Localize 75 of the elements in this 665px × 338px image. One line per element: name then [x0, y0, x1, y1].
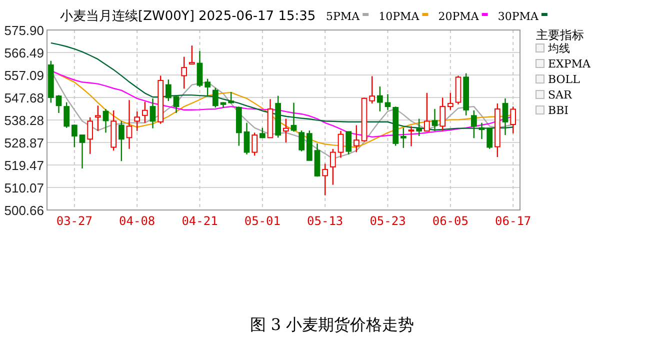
- x-tick-label: 06-05: [432, 214, 468, 228]
- text: SAR: [548, 88, 572, 102]
- candlestick: [470, 110, 477, 139]
- candlestick: [94, 105, 101, 132]
- candlestick: [346, 131, 352, 155]
- text: 均线: [547, 42, 570, 55]
- x-tick-label: 04-21: [182, 214, 218, 228]
- candlestick: [244, 122, 250, 155]
- candlestick: [228, 91, 234, 104]
- y-tick-label: 547.68: [4, 90, 44, 106]
- candlestick: [298, 130, 305, 152]
- y-tick-label: 519.47: [4, 158, 44, 173]
- candlestick: [330, 148, 336, 186]
- y-tick-label: 510.07: [4, 180, 44, 196]
- candlestick: [400, 127, 406, 149]
- y-tick-label: 500.66: [4, 203, 44, 218]
- candlestick: [56, 94, 62, 114]
- candlestick: [353, 124, 360, 153]
- legend-label: 5PMA: [326, 10, 361, 23]
- candlestick: [478, 122, 485, 140]
- candlestick: [502, 98, 508, 136]
- candlestick: [424, 92, 430, 132]
- candlestick: [322, 163, 328, 196]
- candlestick: [150, 98, 156, 129]
- candlestick: [126, 99, 132, 150]
- candlestick: [376, 86, 383, 112]
- candlestick: [252, 132, 258, 156]
- text: BBI: [548, 104, 569, 117]
- candlestick: [118, 120, 124, 162]
- candlestick: [440, 97, 446, 132]
- candlestick: [71, 124, 78, 148]
- candlestick: [338, 130, 344, 158]
- legend-label: 30PMA: [498, 10, 540, 23]
- candlestick: [369, 76, 376, 104]
- x-tick-label: 05-23: [370, 214, 406, 228]
- candlestick: [447, 92, 454, 111]
- y-tick-label: 557.09: [4, 68, 44, 83]
- candlestick: [432, 108, 438, 132]
- candlestick: [290, 102, 297, 132]
- candlestick: [173, 94, 180, 114]
- text: 主要指标: [536, 28, 584, 42]
- candlestick: [188, 44, 195, 65]
- candlestick: [165, 78, 172, 102]
- candlestick: [204, 78, 211, 98]
- candlestick: [282, 118, 289, 144]
- x-tick-label: 04-08: [119, 214, 156, 228]
- candlestick: [79, 134, 86, 170]
- y-tick-label: 566.49: [4, 46, 44, 61]
- candlestick: [384, 94, 391, 111]
- candlestick: [102, 108, 109, 134]
- y-tick-label: 538.28: [4, 113, 44, 128]
- candlestick: [486, 127, 493, 150]
- candlestick: [134, 110, 140, 132]
- candlestick: [64, 102, 70, 128]
- chart-title: 小麦当月连续[ZW00Y] 2025-06-17 15:35: [60, 9, 316, 24]
- candlestick: [259, 127, 266, 138]
- candlestick: [181, 56, 188, 90]
- caption: 图 3 小麦期货价格走势: [250, 315, 414, 334]
- candlestick: [416, 118, 422, 137]
- y-tick-label: 575.90: [4, 23, 44, 38]
- candlestick: [408, 126, 414, 147]
- x-tick-label: 03-27: [56, 214, 92, 228]
- legend-label: 10PMA: [378, 10, 420, 23]
- x-tick-label: 05-01: [244, 214, 280, 228]
- candlestick: [87, 116, 94, 155]
- y-tick-label: 528.87: [4, 136, 44, 151]
- candlestick: [196, 50, 203, 88]
- x-tick-label: 05-13: [307, 214, 344, 228]
- candlestick: [142, 101, 148, 124]
- text: EXPMA: [548, 58, 592, 70]
- legend-label: 20PMA: [438, 10, 480, 23]
- candlestick: [510, 106, 516, 134]
- x-tick-label: 06-17: [495, 214, 532, 228]
- candlestick: [212, 87, 218, 108]
- text: BOLL: [548, 73, 581, 86]
